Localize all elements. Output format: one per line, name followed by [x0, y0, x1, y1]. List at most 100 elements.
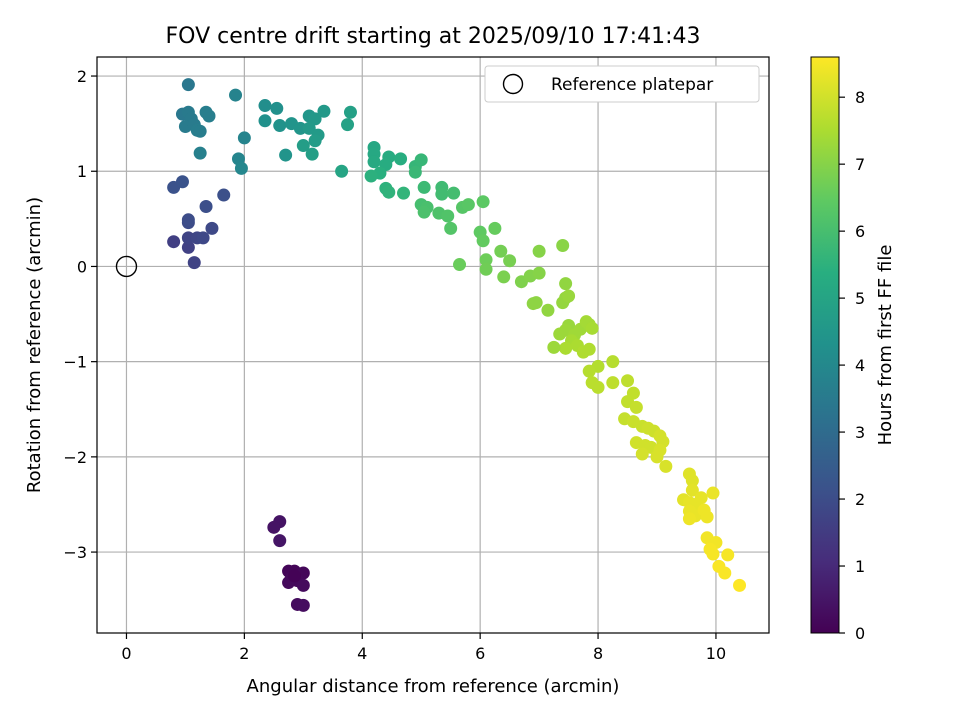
data-point: [479, 262, 493, 276]
data-point: [700, 510, 714, 524]
data-point: [497, 270, 511, 284]
data-point: [441, 209, 455, 223]
x-tick-label: 10: [706, 644, 726, 663]
x-axis-label: Angular distance from reference (arcmin): [247, 676, 620, 697]
reference-platepar-point: [115, 255, 138, 278]
data-point: [270, 101, 284, 115]
data-point: [476, 234, 490, 248]
data-point: [234, 161, 248, 175]
data-point: [267, 520, 281, 534]
data-point: [444, 221, 458, 235]
data-point: [494, 244, 508, 258]
x-tick-label: 0: [121, 644, 131, 663]
data-point: [187, 256, 201, 270]
data-point: [682, 512, 696, 526]
x-tick-label: 4: [357, 644, 367, 663]
data-point: [279, 148, 293, 162]
data-point: [181, 240, 195, 254]
data-point: [258, 114, 272, 128]
data-point: [685, 474, 699, 488]
data-point: [553, 327, 567, 341]
data-point: [733, 578, 747, 592]
colorbar-tick-label: 3: [855, 423, 865, 442]
data-point: [503, 254, 517, 268]
data-point: [394, 152, 408, 166]
data-point: [562, 289, 576, 303]
data-point: [532, 244, 546, 258]
data-point: [650, 450, 664, 464]
x-axis-ticks: 0 2 4 6 8 10: [121, 633, 726, 663]
data-point: [435, 187, 449, 201]
data-point: [193, 146, 207, 160]
data-point: [364, 169, 378, 183]
y-tick-label: 0: [77, 257, 87, 276]
data-point: [181, 213, 195, 227]
colorbar-tick-label: 8: [855, 88, 865, 107]
data-point: [417, 180, 431, 194]
colorbar-tick-label: 5: [855, 289, 865, 308]
data-point: [341, 118, 355, 132]
y-axis-ticks: 2 1 0 −1 −2 −3: [63, 67, 97, 562]
data-point: [308, 112, 322, 126]
y-tick-label: −3: [63, 543, 87, 562]
y-tick-label: 1: [77, 162, 87, 181]
legend-entry-reference: Reference platepar: [551, 75, 713, 95]
data-point: [706, 547, 720, 561]
data-point: [367, 155, 381, 169]
y-axis-label: Rotation from reference (arcmin): [24, 197, 45, 493]
legend-box: [484, 65, 760, 103]
data-point: [585, 321, 599, 335]
data-point: [258, 99, 272, 113]
x-tick-label: 8: [593, 644, 603, 663]
legend: Reference platepar: [484, 65, 760, 103]
colorbar-tick-label: 4: [855, 356, 865, 375]
data-point: [296, 139, 310, 153]
data-points: [167, 78, 747, 612]
data-point: [317, 104, 331, 118]
data-point: [175, 175, 189, 189]
x-tick-label: 2: [239, 644, 249, 663]
data-point: [205, 221, 219, 235]
data-point: [547, 340, 561, 354]
data-point: [559, 341, 573, 355]
data-point: [718, 566, 732, 580]
data-point: [694, 491, 708, 505]
plot-frame: [96, 56, 770, 634]
x-tick-label: 6: [475, 644, 485, 663]
data-point: [532, 266, 546, 280]
data-point: [721, 548, 735, 562]
colorbar-gradient: [810, 56, 840, 634]
data-point: [273, 534, 287, 548]
colorbar-ticks: 0 1 2 3 4 5 6 7 8: [839, 88, 865, 643]
y-tick-label: −2: [63, 448, 87, 467]
data-point: [461, 198, 475, 212]
data-point: [414, 153, 428, 167]
data-point: [237, 131, 251, 145]
colorbar-tick-label: 1: [855, 557, 865, 576]
data-point: [476, 195, 490, 209]
data-point: [659, 459, 673, 473]
data-point: [167, 235, 181, 249]
data-point: [229, 88, 243, 102]
data-point: [685, 483, 699, 497]
data-point: [273, 119, 287, 133]
colorbar-tick-label: 2: [855, 490, 865, 509]
reference-marker: [115, 255, 138, 278]
data-point: [453, 258, 467, 272]
data-point: [629, 400, 643, 414]
data-point: [706, 486, 720, 500]
data-point: [199, 199, 213, 213]
y-tick-label: 2: [77, 67, 87, 86]
data-point: [287, 569, 301, 583]
data-point: [556, 239, 570, 253]
data-point: [335, 164, 349, 178]
colorbar-tick-label: 7: [855, 155, 865, 174]
data-point: [296, 598, 310, 612]
data-point: [621, 374, 635, 388]
data-point: [217, 188, 231, 202]
data-point: [193, 124, 207, 138]
grid: [97, 57, 769, 633]
data-point: [582, 364, 596, 378]
data-point: [635, 447, 649, 461]
